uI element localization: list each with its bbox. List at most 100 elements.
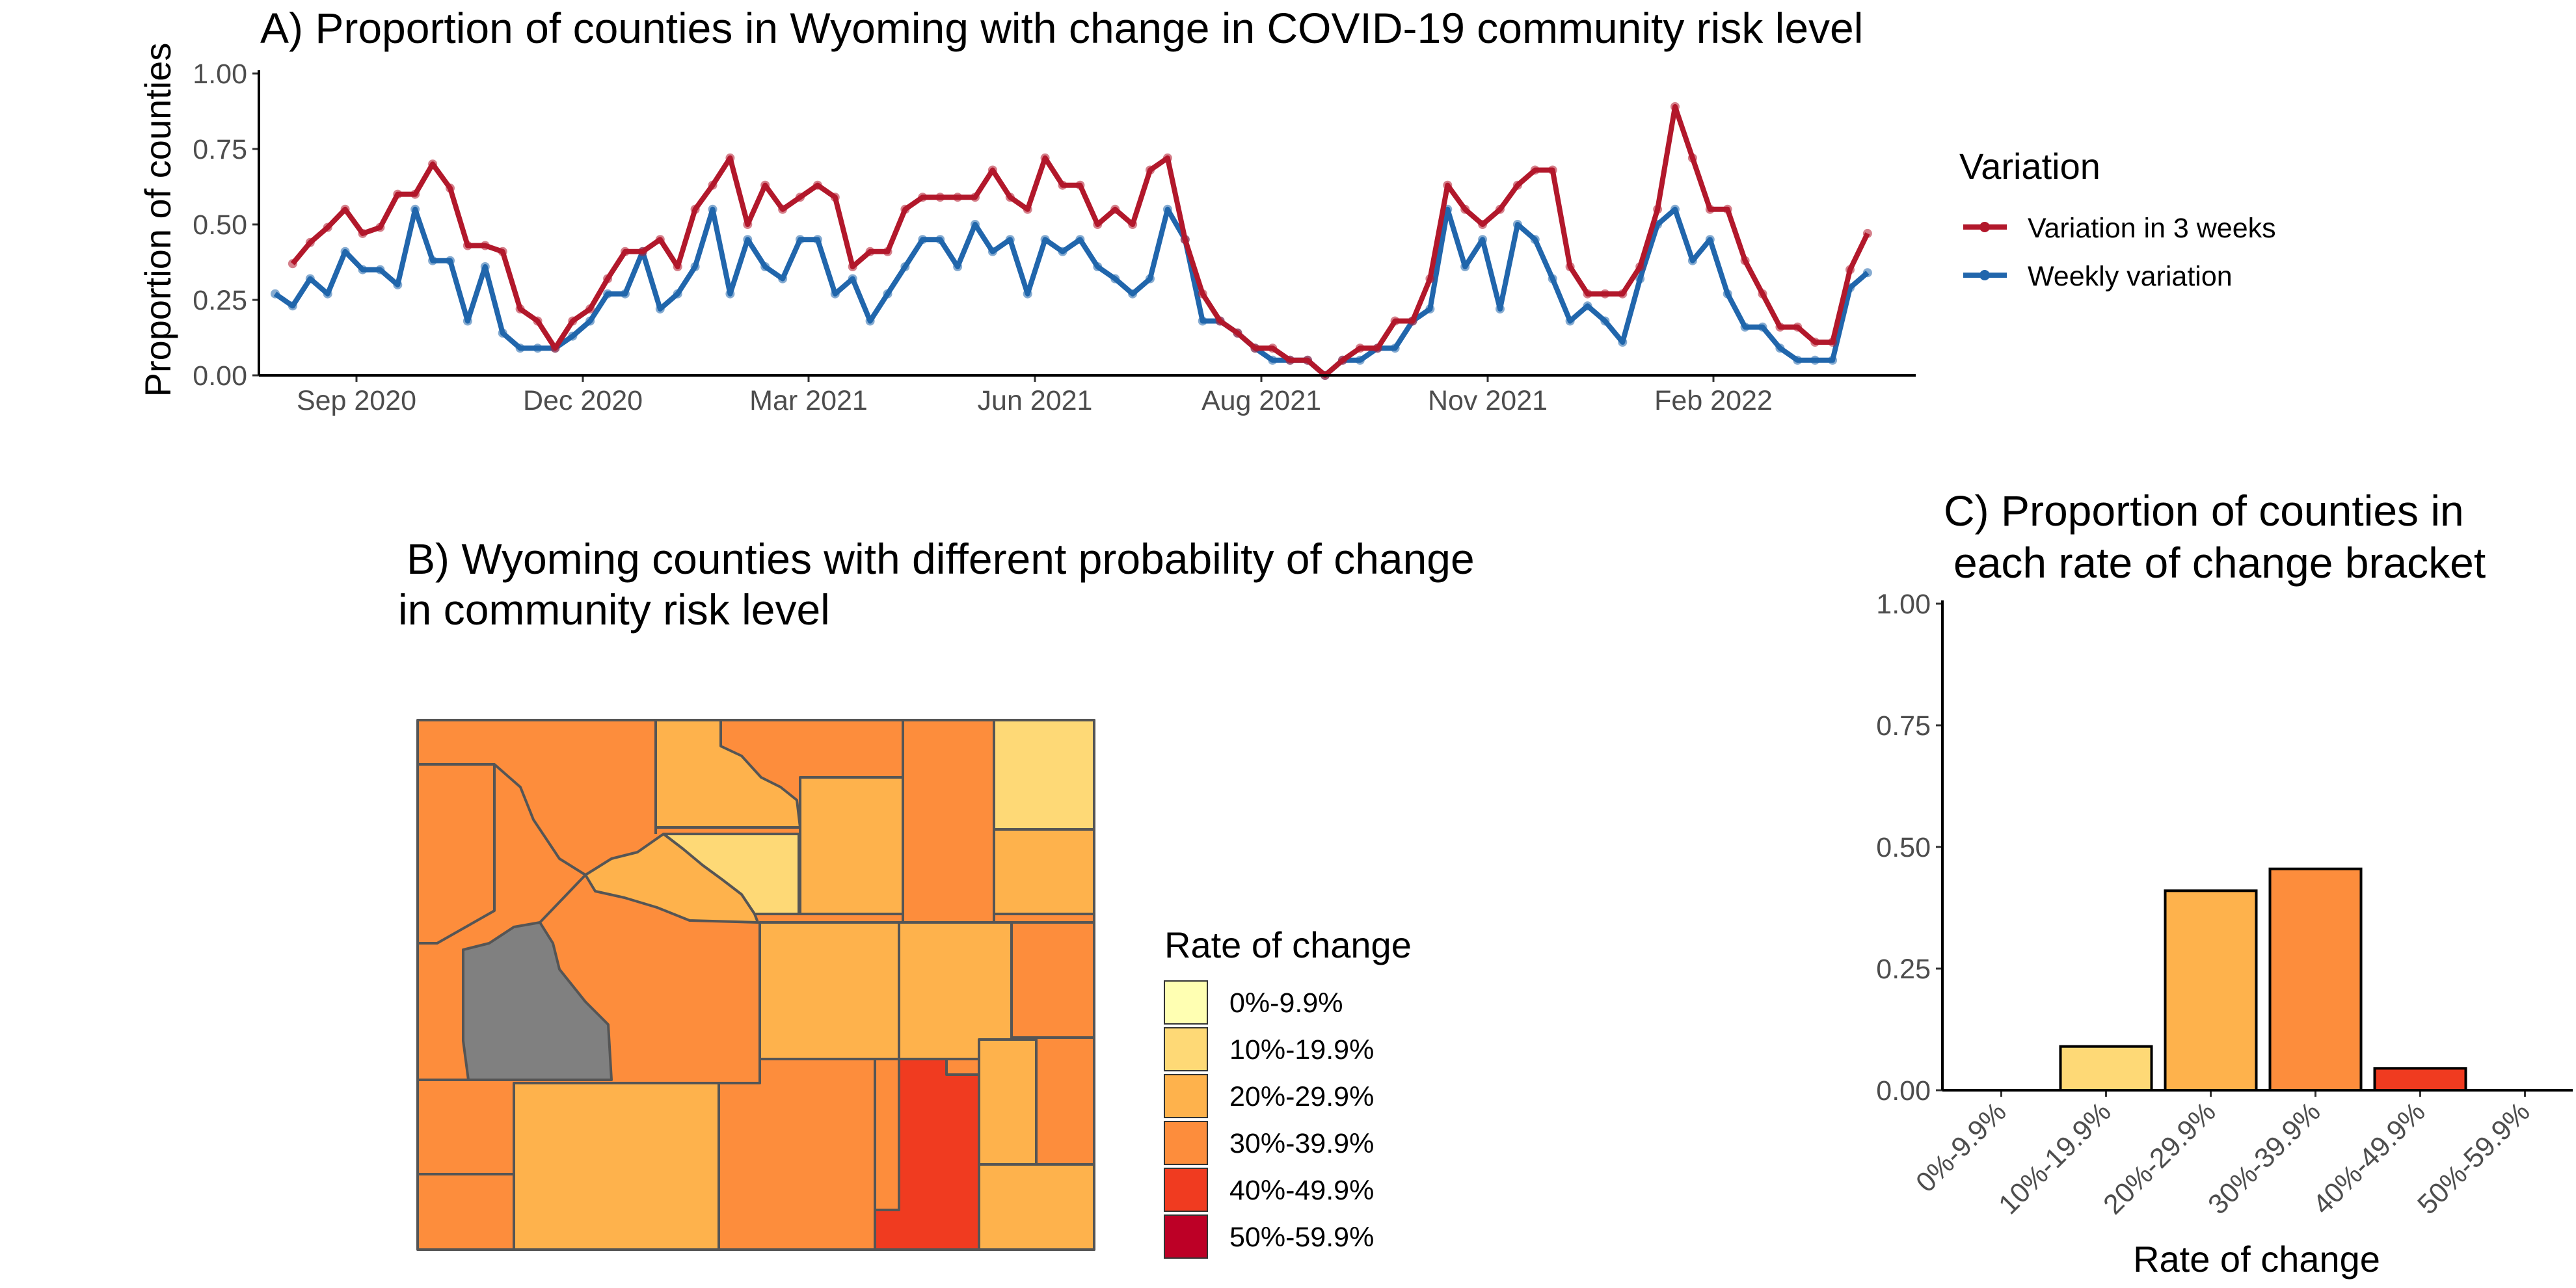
data-point: [953, 262, 963, 271]
panel-c-xtick-label: 0%-9.9%: [1910, 1096, 2012, 1198]
data-point: [708, 180, 718, 190]
panel-a-ytick: 0.75: [193, 134, 247, 165]
data-point: [1023, 204, 1032, 214]
panel-c-xtick-label: 30%-39.9%: [2202, 1096, 2326, 1220]
data-point: [1005, 193, 1015, 202]
panel-c-xtick-label: 40%-49.9%: [2307, 1096, 2431, 1220]
bar: [2268, 867, 2363, 1092]
data-point: [1635, 274, 1645, 284]
data-point: [375, 222, 385, 232]
legend-swatch: [1164, 1074, 1208, 1118]
data-point: [1565, 316, 1575, 326]
data-point: [305, 237, 315, 247]
panel-c-ytick: 0.75: [1876, 710, 1931, 742]
panel-a-x-ticks: Sep 2020 Dec 2020 Mar 2021 Jun 2021 Aug …: [297, 375, 1773, 416]
data-point: [690, 262, 700, 271]
legend-label: 0%-9.9%: [1229, 987, 1343, 1019]
data-point: [848, 262, 857, 271]
panel-c-xtick-label: 10%-19.9%: [1992, 1096, 2117, 1220]
data-point: [865, 316, 875, 326]
data-point: [550, 343, 560, 353]
panel-c-ytick: 0.50: [1876, 832, 1931, 863]
data-point: [1355, 343, 1365, 353]
data-point: [1075, 235, 1085, 245]
data-point: [1775, 343, 1785, 353]
data-point: [603, 274, 613, 284]
data-point: [918, 235, 928, 245]
panel-a-xtick: Dec 2020: [523, 385, 643, 416]
panel-a-ytick: 0.50: [193, 209, 247, 241]
data-point: [375, 265, 385, 275]
data-point: [1285, 355, 1295, 365]
data-point: [446, 183, 455, 193]
data-point: [1198, 289, 1207, 299]
legend-swatch: [1164, 1027, 1208, 1071]
data-point: [323, 289, 332, 299]
data-point: [1670, 204, 1680, 214]
legend-swatch: [1164, 1121, 1208, 1165]
data-point: [1390, 343, 1400, 353]
panel-a-line-chart: A) Proportion of counties in Wyoming wit…: [137, 4, 2276, 416]
panel-a-title: A) Proportion of counties in Wyoming wit…: [260, 4, 1863, 52]
data-point: [1460, 204, 1470, 214]
data-point: [1687, 153, 1697, 163]
data-point: [1810, 338, 1820, 347]
county-border: [418, 1083, 515, 1175]
data-point: [1793, 355, 1803, 365]
data-point: [708, 204, 718, 214]
data-point: [340, 247, 350, 256]
panel-a-series-layer: [271, 102, 1872, 380]
data-point: [1548, 165, 1557, 175]
legend-label: 30%-39.9%: [1229, 1128, 1374, 1159]
county-central: [758, 921, 900, 1060]
data-point: [848, 274, 857, 284]
data-point: [1705, 204, 1715, 214]
legend-marker-variation-3-weeks: [1979, 222, 1990, 232]
data-point: [1810, 355, 1820, 365]
data-point: [1460, 262, 1470, 271]
data-point: [1005, 235, 1015, 245]
legend-label: 40%-49.9%: [1229, 1175, 1374, 1206]
panel-c-title-line2: each rate of change bracket: [1953, 539, 2486, 587]
panel-a-ytick: 0.00: [193, 360, 247, 392]
data-point: [830, 193, 840, 202]
panel-a-ytick: 1.00: [193, 59, 247, 90]
data-point: [1618, 289, 1628, 299]
data-point: [1146, 274, 1155, 284]
data-point: [1233, 329, 1242, 338]
county-south-central: [513, 1082, 720, 1251]
data-point: [621, 289, 630, 299]
data-point: [743, 220, 753, 229]
data-point: [1723, 204, 1732, 214]
data-point: [568, 316, 578, 326]
data-point: [446, 256, 455, 265]
legend-label-variation-3-weeks: Variation in 3 weeks: [2028, 213, 2276, 244]
data-point: [1548, 274, 1557, 284]
bar: [2164, 889, 2258, 1092]
data-point: [830, 289, 840, 299]
county-red: [874, 1058, 980, 1251]
legend-label: 20%-29.9%: [1229, 1081, 1374, 1112]
panel-c-bars-layer: 0%-9.9%10%-19.9%20%-29.9%30%-39.9%40%-49…: [1910, 867, 2536, 1220]
data-point: [1355, 355, 1365, 365]
data-point: [1670, 102, 1680, 111]
county-northeast: [993, 719, 1095, 831]
panel-a-ytick: 0.25: [193, 285, 247, 316]
data-point: [1496, 204, 1505, 214]
data-point: [971, 193, 980, 202]
data-point: [410, 189, 420, 199]
data-point: [883, 247, 892, 256]
panel-a-legend: Variation Variation in 3 weeks Weekly va…: [1959, 146, 2276, 292]
data-point: [1040, 235, 1050, 245]
panel-b-legend-title: Rate of change: [1164, 924, 1412, 965]
data-point: [1740, 322, 1750, 332]
data-point: [1828, 338, 1838, 347]
data-point: [480, 241, 490, 250]
panel-c-y-ticks: 1.00 0.75 0.50 0.25 0.00: [1876, 589, 1942, 1107]
panel-a-xtick: Sep 2020: [297, 385, 416, 416]
panel-a-xtick: Mar 2021: [749, 385, 868, 416]
data-point: [637, 247, 647, 256]
data-point: [1303, 355, 1313, 365]
data-point: [428, 159, 438, 169]
bar: [2059, 1045, 2153, 1092]
